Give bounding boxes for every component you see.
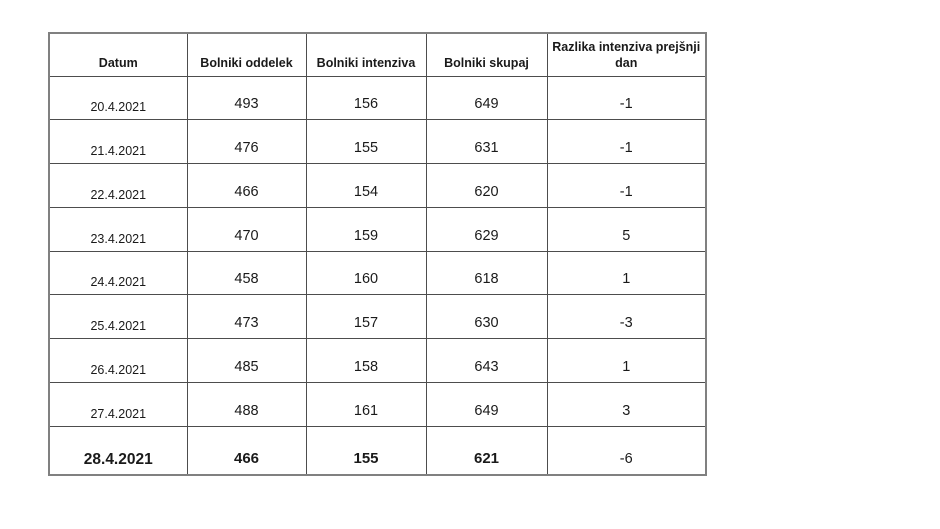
column-header-bolniki-intenziva: Bolniki intenziva	[305, 32, 427, 77]
value-razlika: 1	[622, 358, 631, 375]
cell-oddelek: 485	[186, 338, 307, 383]
cell-oddelek: 473	[186, 294, 307, 340]
cell-intenziva: 161	[305, 381, 427, 427]
cell-intenziva: 155	[305, 119, 427, 165]
value-oddelek: 466	[233, 450, 260, 467]
cell-razlika: 3	[546, 381, 707, 427]
table-row: 26.4.2021 485 158 643 1	[48, 338, 707, 383]
cell-intenziva: 154	[305, 163, 427, 208]
cell-skupaj: 649	[425, 75, 548, 121]
cell-oddelek: 466	[186, 163, 307, 208]
value-intenziva: 155	[353, 450, 379, 467]
table-row: 27.4.2021 488 161 649 3	[48, 381, 707, 427]
value-skupaj: 630	[474, 315, 499, 332]
cell-skupaj: 631	[425, 119, 548, 165]
value-skupaj: 649	[474, 402, 499, 419]
cell-razlika: -3	[546, 294, 707, 340]
cell-razlika: 1	[546, 338, 707, 383]
value-razlika: 1	[622, 271, 631, 288]
cell-intenziva: 159	[305, 206, 427, 252]
cell-skupaj: 629	[425, 206, 548, 252]
value-razlika: -6	[619, 451, 633, 467]
value-razlika: -1	[619, 140, 633, 157]
cell-intenziva: 155	[305, 425, 427, 476]
value-skupaj: 631	[474, 140, 499, 157]
cell-intenziva: 156	[305, 75, 427, 121]
cell-datum: 20.4.2021	[48, 75, 188, 121]
column-header-razlika-intenziva: Razlika intenziva prejšnji dan	[546, 32, 707, 77]
cell-oddelek: 476	[186, 119, 307, 165]
table-row-latest: 28.4.2021 466 155 621 -6	[48, 425, 707, 476]
value-intenziva: 161	[353, 402, 379, 419]
column-header-datum: Datum	[48, 32, 188, 77]
cell-oddelek: 466	[186, 425, 307, 476]
value-oddelek: 473	[234, 315, 259, 332]
cell-datum: 21.4.2021	[48, 119, 188, 165]
value-oddelek: 476	[234, 140, 259, 157]
cell-razlika: -1	[546, 75, 707, 121]
value-intenziva: 159	[353, 227, 379, 244]
cell-intenziva: 160	[305, 250, 427, 296]
table-row: 20.4.2021 493 156 649 -1	[48, 75, 707, 121]
value-intenziva: 156	[353, 96, 379, 113]
cell-datum: 26.4.2021	[48, 338, 188, 383]
cell-razlika: 1	[546, 250, 707, 296]
cell-skupaj: 621	[425, 425, 548, 476]
table-row: 21.4.2021 476 155 631 -1	[48, 119, 707, 165]
value-oddelek: 458	[234, 271, 259, 288]
value-razlika: 3	[622, 402, 631, 419]
column-header-bolniki-skupaj: Bolniki skupaj	[425, 32, 548, 77]
value-skupaj: 649	[474, 96, 499, 113]
cell-intenziva: 158	[305, 338, 427, 383]
value-skupaj: 629	[474, 227, 499, 244]
cell-razlika: -1	[546, 163, 707, 208]
value-oddelek: 470	[234, 227, 259, 244]
cell-datum: 24.4.2021	[48, 250, 188, 296]
cell-oddelek: 488	[186, 381, 307, 427]
value-intenziva: 158	[353, 358, 379, 375]
header-row: Datum Bolniki oddelek Bolniki intenziva …	[48, 32, 707, 77]
value-razlika: -1	[619, 183, 633, 200]
value-oddelek: 493	[234, 96, 259, 113]
value-oddelek: 488	[234, 402, 259, 419]
value-intenziva: 157	[353, 315, 379, 332]
table-row: 24.4.2021 458 160 618 1	[48, 250, 707, 296]
cell-datum: 22.4.2021	[48, 163, 188, 208]
column-header-bolniki-oddelek: Bolniki oddelek	[186, 32, 307, 77]
value-skupaj: 643	[474, 358, 499, 375]
value-skupaj: 621	[473, 450, 500, 467]
cell-razlika: -1	[546, 119, 707, 165]
value-razlika: -3	[619, 315, 633, 332]
value-skupaj: 618	[474, 271, 499, 288]
value-skupaj: 620	[474, 183, 499, 200]
cell-skupaj: 649	[425, 381, 548, 427]
cell-datum: 28.4.2021	[48, 425, 188, 476]
value-intenziva: 154	[353, 183, 379, 200]
patients-table: Datum Bolniki oddelek Bolniki intenziva …	[48, 32, 707, 476]
cell-razlika: -6	[546, 425, 707, 476]
table-row: 25.4.2021 473 157 630 -3	[48, 294, 707, 340]
cell-datum: 23.4.2021	[48, 206, 188, 252]
value-oddelek: 466	[234, 183, 259, 200]
cell-skupaj: 620	[425, 163, 548, 208]
cell-skupaj: 643	[425, 338, 548, 383]
value-razlika: -1	[619, 96, 633, 113]
value-oddelek: 485	[234, 358, 259, 375]
value-intenziva: 160	[353, 271, 379, 288]
cell-oddelek: 470	[186, 206, 307, 252]
cell-datum: 27.4.2021	[48, 381, 188, 427]
table-row: 22.4.2021 466 154 620 -1	[48, 163, 707, 208]
cell-datum: 25.4.2021	[48, 294, 188, 340]
cell-skupaj: 618	[425, 250, 548, 296]
value-razlika: 5	[622, 227, 631, 244]
value-intenziva: 155	[353, 140, 379, 157]
table-row: 23.4.2021 470 159 629 5	[48, 206, 707, 252]
cell-razlika: 5	[546, 206, 707, 252]
cell-intenziva: 157	[305, 294, 427, 340]
cell-oddelek: 458	[186, 250, 307, 296]
cell-oddelek: 493	[186, 75, 307, 121]
cell-skupaj: 630	[425, 294, 548, 340]
